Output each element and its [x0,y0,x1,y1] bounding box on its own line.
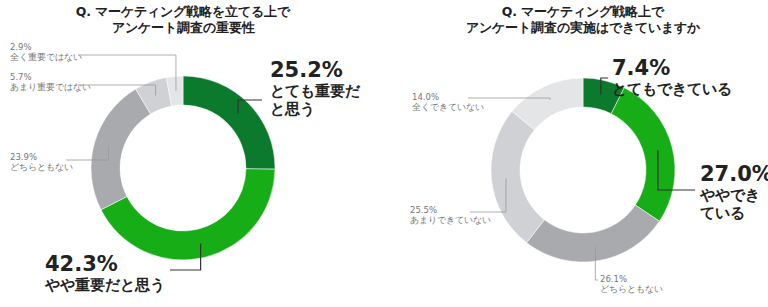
donut-slice [527,205,660,262]
category-label: やや重要だと思う [45,276,245,294]
data-label: 25.2% [270,58,370,82]
data-label: 14.0% [412,92,492,102]
category-label: ややできている [700,186,762,222]
donut-slice [136,78,172,114]
chart-title: Q. マーケティング戦略を立てる上で アンケート調査の重要性 [13,4,353,36]
category-label: どちらともない [600,284,680,294]
donut-slice [491,111,544,242]
slice-label: 25.2%とても重要だと思う [270,58,370,118]
leader-line [78,55,176,91]
donut [91,76,275,260]
category-label: どちらともない [10,162,90,172]
leader-line [470,179,506,212]
donut-slice [611,88,675,221]
donut-slice [91,89,151,210]
slice-label: 23.9%どちらともない [10,152,90,172]
leader-line [468,98,550,100]
data-label: 26.1% [600,274,680,284]
slice-label: 7.4%とてもできている [612,56,762,98]
data-label: 27.0% [700,162,762,186]
slice-label: 5.7%あまり重要ではない [10,72,90,92]
slice-label: 25.5%あまりできていない [410,205,490,225]
category-label: 全く重要ではない [10,52,90,62]
leader-line [170,243,201,270]
category-label: あまりできていない [410,215,490,225]
category-label: とても重要だと思う [270,82,370,118]
leader-line [601,78,608,95]
slice-label: 42.3%やや重要だと思う [45,252,245,294]
leader-line [658,150,695,190]
leader-line [238,100,262,114]
category-label: あまり重要ではない [10,82,90,92]
data-label: 2.9% [10,42,90,52]
data-label: 23.9% [10,152,90,162]
slice-label: 2.9%全く重要ではない [10,42,90,62]
leader-line [595,247,598,280]
data-label: 42.3% [45,252,245,276]
data-label: 7.4% [612,56,762,80]
data-label: 5.7% [10,72,90,82]
slice-label: 27.0%ややできている [700,162,762,222]
donut-slice [101,169,275,260]
category-label: 全くできていない [412,102,492,112]
donut-slice [183,76,275,169]
data-label: 25.5% [410,205,490,215]
slice-label: 14.0%全くできていない [412,92,492,112]
page: Q. マーケティング戦略を立てる上で アンケート調査の重要性 25.2%とても重要… [0,0,768,307]
category-label: とてもできている [612,80,762,98]
slice-label: 26.1%どちらともない [600,274,680,294]
donut-slice [512,78,583,130]
chart-title: Q. マーケティング戦略上で アンケート調査の実施はできていますか [413,4,753,36]
leader-line [66,147,109,160]
donut-slice [166,76,183,106]
donut [491,78,675,262]
